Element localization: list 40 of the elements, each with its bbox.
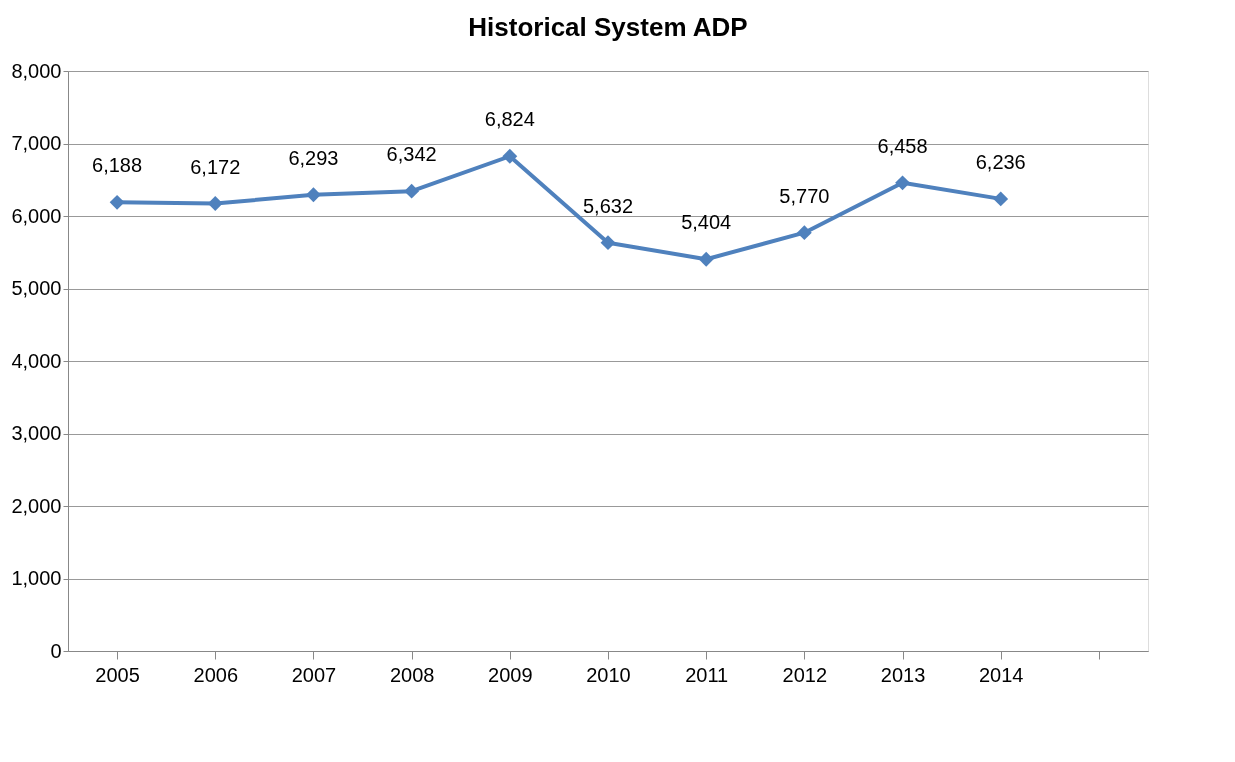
y-tick-label: 7,000 bbox=[11, 132, 62, 154]
point bbox=[207, 196, 223, 211]
chart-title: Historical System ADP bbox=[468, 12, 748, 42]
point bbox=[109, 194, 125, 210]
x-tick-label: 2014 bbox=[978, 663, 1024, 686]
y-tick-label: 0 bbox=[50, 639, 62, 662]
y-tick-label: 1,000 bbox=[11, 567, 62, 589]
x-tick-label: 2013 bbox=[880, 663, 926, 686]
point bbox=[895, 175, 910, 191]
x-tick-label: 2009 bbox=[488, 663, 533, 686]
x-tick-label: 2011 bbox=[685, 663, 729, 686]
data-label: 6,824 bbox=[484, 108, 535, 131]
data-label: 6,236 bbox=[975, 150, 1026, 173]
data-label: 6,188 bbox=[92, 154, 143, 177]
point bbox=[600, 235, 616, 251]
data-label: 5,770 bbox=[779, 184, 830, 207]
x-tick-label: 2012 bbox=[782, 663, 828, 686]
data-label: 6,458 bbox=[877, 134, 928, 157]
x-tick-label: 2006 bbox=[193, 663, 239, 686]
y-tick-label: 4,000 bbox=[11, 349, 62, 372]
point bbox=[993, 191, 1009, 207]
point bbox=[404, 183, 420, 199]
data-label: 6,172 bbox=[190, 155, 241, 178]
y-tick-label: 2,000 bbox=[11, 494, 62, 517]
y-tick-label: 6,000 bbox=[11, 204, 62, 227]
data-label: 6,342 bbox=[386, 143, 437, 166]
point bbox=[796, 225, 812, 241]
point bbox=[306, 187, 321, 203]
data-label: 6,293 bbox=[288, 146, 339, 169]
y-tick-label: 3,000 bbox=[11, 422, 62, 444]
point bbox=[698, 251, 714, 267]
x-tick-label: 2010 bbox=[586, 663, 631, 686]
data-label: 5,632 bbox=[582, 194, 634, 217]
y-tick-label: 8,000 bbox=[11, 59, 62, 82]
data-label: 5,404 bbox=[681, 211, 732, 234]
y-tick-label: 5,000 bbox=[11, 277, 62, 299]
point bbox=[502, 148, 518, 164]
x-tick-label: 2008 bbox=[389, 663, 435, 686]
x-tick-label: 2007 bbox=[291, 663, 337, 686]
x-tick-label: 2005 bbox=[95, 663, 140, 686]
